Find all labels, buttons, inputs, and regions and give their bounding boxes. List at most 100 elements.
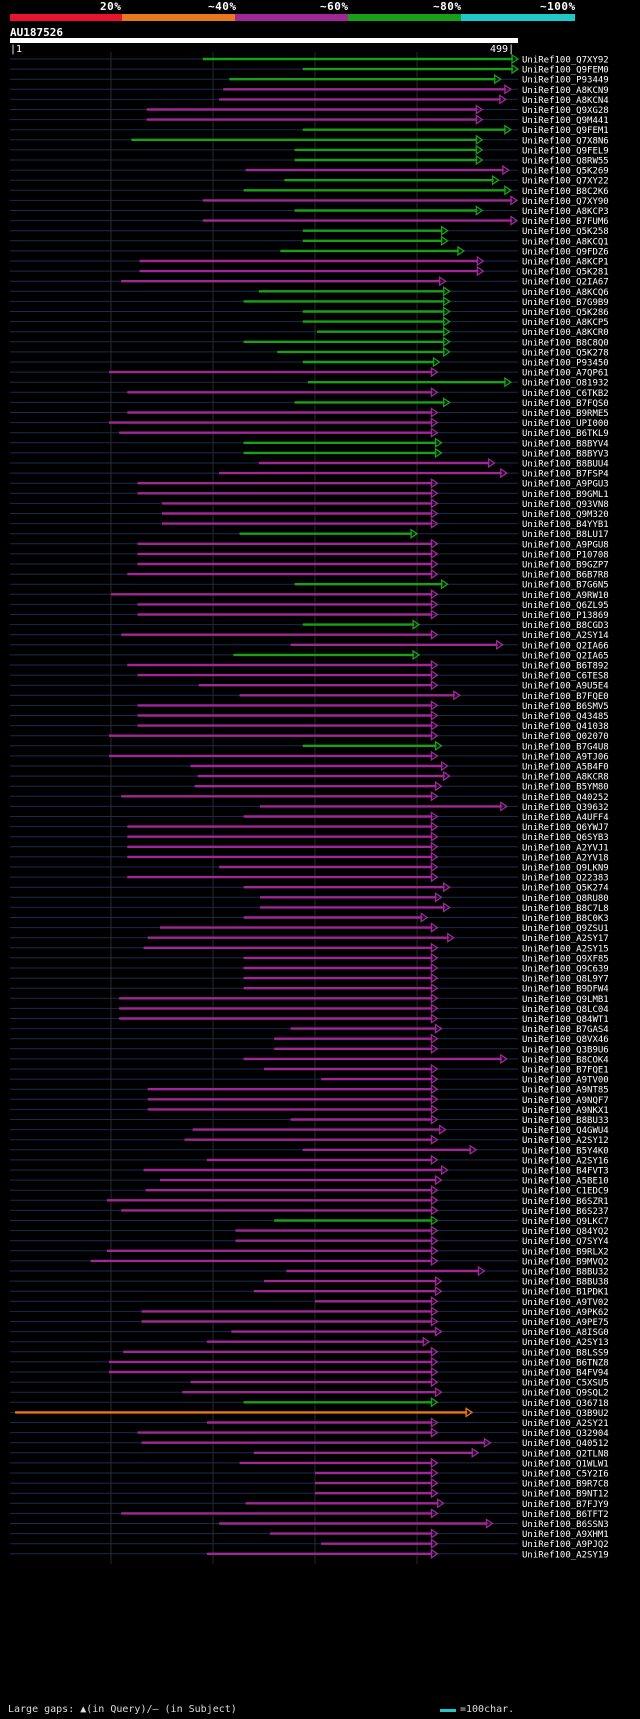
hit-label[interactable]: UniRef100_B7FJY9 xyxy=(522,1500,609,1510)
hit-label[interactable]: UniRef100_B7G9B9 xyxy=(522,298,609,308)
hit-label[interactable]: UniRef100_A8KCN4 xyxy=(522,96,609,106)
hit-label[interactable]: UniRef100_C5Y2I6 xyxy=(522,1470,609,1480)
hit-label[interactable]: UniRef100_A9PK62 xyxy=(522,1308,609,1318)
hit-label[interactable]: UniRef100_B8BUU4 xyxy=(522,460,609,470)
hit-label[interactable]: UniRef100_B5YM80 xyxy=(522,783,609,793)
hit-label[interactable]: UniRef100_B8C7L8 xyxy=(522,904,609,914)
hit-label[interactable]: UniRef100_A8ISG0 xyxy=(522,1328,609,1338)
hit-label[interactable]: UniRef100_P93449 xyxy=(522,76,609,86)
hit-label[interactable]: UniRef100_Q9FDZ6 xyxy=(522,247,609,257)
hit-label[interactable]: UniRef100_Q9XG28 xyxy=(522,106,609,116)
hit-label[interactable]: UniRef100_A2SY21 xyxy=(522,1419,609,1429)
hit-label[interactable]: UniRef100_Q5K269 xyxy=(522,167,609,177)
hit-label[interactable]: UniRef100_A9NQF7 xyxy=(522,1096,609,1106)
hit-label[interactable]: UniRef100_B8BU33 xyxy=(522,1116,609,1126)
hit-label[interactable]: UniRef100_A9PJQ2 xyxy=(522,1540,609,1550)
hit-label[interactable]: UniRef100_B9RLX2 xyxy=(522,1247,609,1257)
hit-label[interactable]: UniRef100_A2SY13 xyxy=(522,1338,609,1348)
hit-label[interactable]: UniRef100_Q39632 xyxy=(522,803,609,813)
hit-label[interactable]: UniRef100_Q9M441 xyxy=(522,116,609,126)
hit-label[interactable]: UniRef100_C6TKB2 xyxy=(522,389,609,399)
hit-label[interactable]: UniRef100_Q6YWJ7 xyxy=(522,823,609,833)
hit-label[interactable]: UniRef100_A2YV18 xyxy=(522,853,609,863)
hit-label[interactable]: UniRef100_A8KCR0 xyxy=(522,328,609,338)
hit-label[interactable]: UniRef100_Q9M320 xyxy=(522,510,609,520)
hit-label[interactable]: UniRef100_Q9FEM1 xyxy=(522,126,609,136)
hit-label[interactable]: UniRef100_B6SZR1 xyxy=(522,1197,609,1207)
hit-label[interactable]: UniRef100_B6SMV5 xyxy=(522,702,609,712)
hit-label[interactable]: UniRef100_B9R7C8 xyxy=(522,1480,609,1490)
hit-label[interactable]: UniRef100_A9TV02 xyxy=(522,1298,609,1308)
hit-label[interactable]: UniRef100_A2SY15 xyxy=(522,944,609,954)
hit-label[interactable]: UniRef100_A2SY17 xyxy=(522,934,609,944)
hit-label[interactable]: UniRef100_B8BU32 xyxy=(522,1268,609,1278)
hit-label[interactable]: UniRef100_B6TFT2 xyxy=(522,1510,609,1520)
hit-label[interactable]: UniRef100_B7G4U8 xyxy=(522,742,609,752)
hit-label[interactable]: UniRef100_B8C8Q0 xyxy=(522,338,609,348)
hit-label[interactable]: UniRef100_B6S237 xyxy=(522,1207,609,1217)
hit-label[interactable]: UniRef100_Q7XY92 xyxy=(522,56,609,66)
hit-label[interactable]: UniRef100_Q5K258 xyxy=(522,227,609,237)
hit-label[interactable]: UniRef100_Q3B9U2 xyxy=(522,1409,609,1419)
hit-label[interactable]: UniRef100_B7FQE0 xyxy=(522,692,609,702)
hit-label[interactable]: UniRef100_A8KCN9 xyxy=(522,86,609,96)
hit-label[interactable]: UniRef100_Q2IA65 xyxy=(522,651,609,661)
hit-label[interactable]: UniRef100_C5XSU5 xyxy=(522,1379,609,1389)
hit-label[interactable]: UniRef100_Q22383 xyxy=(522,874,609,884)
hit-label[interactable]: UniRef100_B8LU17 xyxy=(522,530,609,540)
hit-label[interactable]: UniRef100_Q6ZL95 xyxy=(522,601,609,611)
hit-label[interactable]: UniRef100_B9GML1 xyxy=(522,490,609,500)
hit-label[interactable]: UniRef100_A7QP61 xyxy=(522,369,609,379)
hit-label[interactable]: UniRef100_B9RME5 xyxy=(522,409,609,419)
hit-label[interactable]: UniRef100_B7FSP4 xyxy=(522,470,609,480)
hit-label[interactable]: UniRef100_A9U5E4 xyxy=(522,682,609,692)
hit-label[interactable]: UniRef100_A9RW10 xyxy=(522,591,609,601)
hit-label[interactable]: UniRef100_B8C2K6 xyxy=(522,187,609,197)
hit-label[interactable]: UniRef100_B7GAS4 xyxy=(522,1025,609,1035)
hit-label[interactable]: UniRef100_Q7XY22 xyxy=(522,177,609,187)
hit-label[interactable]: UniRef100_O81932 xyxy=(522,379,609,389)
hit-label[interactable]: UniRef100_Q9FEM0 xyxy=(522,66,609,76)
hit-label[interactable]: UniRef100_P13869 xyxy=(522,611,609,621)
hit-label[interactable]: UniRef100_B7FQE1 xyxy=(522,1066,609,1076)
hit-label[interactable]: UniRef100_B9GZP7 xyxy=(522,561,609,571)
hit-label[interactable]: UniRef100_Q9C639 xyxy=(522,965,609,975)
hit-label[interactable]: UniRef100_A9NT85 xyxy=(522,1086,609,1096)
hit-label[interactable]: UniRef100_Q9SQL2 xyxy=(522,1389,609,1399)
hit-label[interactable]: UniRef100_C6TES8 xyxy=(522,672,609,682)
hit-label[interactable]: UniRef100_Q5K274 xyxy=(522,884,609,894)
hit-label[interactable]: UniRef100_Q93VN8 xyxy=(522,500,609,510)
hit-label[interactable]: UniRef100_Q41038 xyxy=(522,722,609,732)
hit-label[interactable]: UniRef100_Q9ZSU1 xyxy=(522,924,609,934)
hit-label[interactable]: UniRef100_A5B4F0 xyxy=(522,763,609,773)
hit-label[interactable]: UniRef100_B6TNZ8 xyxy=(522,1358,609,1368)
hit-label[interactable]: UniRef100_B4FV94 xyxy=(522,1369,609,1379)
hit-label[interactable]: UniRef100_Q2IA67 xyxy=(522,278,609,288)
hit-label[interactable]: UniRef100_Q8RW55 xyxy=(522,157,609,167)
hit-label[interactable]: UniRef100_Q9LMB1 xyxy=(522,995,609,1005)
hit-label[interactable]: UniRef100_Q4GWU4 xyxy=(522,1126,609,1136)
hit-label[interactable]: UniRef100_A2SY16 xyxy=(522,1156,609,1166)
hit-label[interactable]: UniRef100_Q43485 xyxy=(522,712,609,722)
hit-label[interactable]: UniRef100_Q2TLN8 xyxy=(522,1449,609,1459)
hit-label[interactable]: UniRef100_Q5K278 xyxy=(522,348,609,358)
hit-label[interactable]: UniRef100_B9NT12 xyxy=(522,1490,609,1500)
hit-label[interactable]: UniRef100_A4UFF4 xyxy=(522,813,609,823)
hit-label[interactable]: UniRef100_Q2IA66 xyxy=(522,641,609,651)
hit-label[interactable]: UniRef100_A8KCR8 xyxy=(522,773,609,783)
hit-label[interactable]: UniRef100_A8KCP3 xyxy=(522,207,609,217)
hit-label[interactable]: UniRef100_Q8L9Y7 xyxy=(522,975,609,985)
hit-label[interactable]: UniRef100_B6T892 xyxy=(522,662,609,672)
hit-label[interactable]: UniRef100_Q9XF85 xyxy=(522,954,609,964)
hit-label[interactable]: UniRef100_A9PGU3 xyxy=(522,480,609,490)
hit-label[interactable]: UniRef100_Q9LKC7 xyxy=(522,1217,609,1227)
hit-label[interactable]: UniRef100_Q40252 xyxy=(522,793,609,803)
hit-label[interactable]: UniRef100_A9TV00 xyxy=(522,1076,609,1086)
hit-label[interactable]: UniRef100_B4YYB1 xyxy=(522,520,609,530)
hit-label[interactable]: UniRef100_Q02070 xyxy=(522,732,609,742)
hit-label[interactable]: UniRef100_Q36718 xyxy=(522,1399,609,1409)
hit-label[interactable]: UniRef100_A2SY19 xyxy=(522,1550,609,1560)
hit-label[interactable]: UniRef100_C1EDC9 xyxy=(522,1187,609,1197)
hit-label[interactable]: UniRef100_Q5K281 xyxy=(522,268,609,278)
hit-label[interactable]: UniRef100_B8BU38 xyxy=(522,1278,609,1288)
